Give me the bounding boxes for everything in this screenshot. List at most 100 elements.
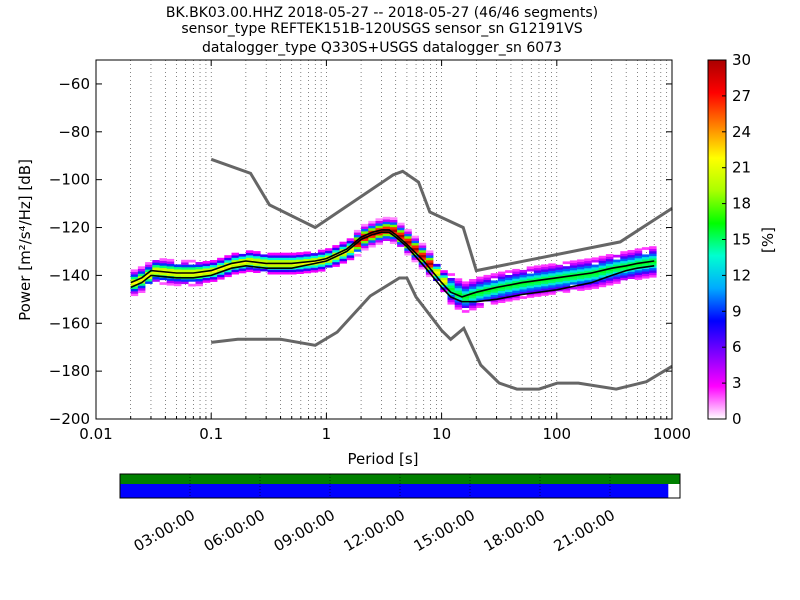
heatmap-cell [281,252,290,256]
heatmap-cell [195,262,203,265]
heatmap-cell [469,291,477,294]
heatmap-cell [274,255,283,258]
heatmap-cell [231,264,239,268]
heatmap-cell [339,244,347,247]
heatmap-cell [274,259,283,263]
heatmap-cell [584,265,592,269]
heatmap-cell [418,254,427,258]
heatmap-cell [411,259,419,263]
heatmap-cell [181,274,189,277]
heatmap-cell [569,270,578,273]
heatmap-cell [461,295,470,299]
heatmap-cell [613,278,621,282]
heatmap-cell [181,264,189,268]
heatmap-cell [490,294,499,298]
heatmap-cell [267,269,275,273]
heatmap-cell [145,274,153,277]
heatmap-cell [533,270,542,273]
heatmap-cell [641,247,650,250]
timeline-tick-label: 15:00:00 [411,506,478,555]
heatmap-cell [310,267,319,271]
heatmap-cell [577,266,585,270]
heatmap-cell [634,258,643,261]
heatmap-cell [447,278,455,281]
heatmap-cell [562,290,571,293]
heatmap-cell [548,275,556,279]
plot-frame [95,59,673,420]
heatmap-cell [476,295,484,299]
heatmap-cell [519,269,527,273]
data-bar [120,484,669,498]
heatmap-cell [317,266,326,270]
heatmap-cell [533,275,542,278]
heatmap-cell [562,287,571,291]
heatmap-cell [130,281,139,285]
heatmap-cell [605,282,614,286]
heatmap-cell [512,292,520,296]
heatmap-cell [605,268,614,272]
heatmap-cell [404,252,412,256]
heatmap-cell [497,278,506,282]
heatmap-cell [519,277,527,280]
heatmap-cell [181,262,189,265]
heatmap-cell [281,271,290,275]
heatmap-cell [526,278,535,282]
heatmap-cell [202,277,211,281]
heatmap-cell [533,286,542,290]
heatmap-cell [404,228,412,232]
heatmap-cell [260,268,268,272]
heatmap-cell [375,237,383,241]
heatmap-cell [346,255,355,258]
heatmap-cell [397,232,405,235]
heatmap-cell [137,266,146,269]
heatmap-cell [224,260,232,263]
heatmap-cell [526,268,535,272]
heatmap-cell [245,250,254,253]
heatmap-cell [591,271,599,275]
heatmap-cell [224,262,232,266]
heatmap-cell [497,290,506,294]
heatmap-cell [649,258,657,261]
heatmap-cell [569,279,578,283]
heatmap-cell [389,236,398,240]
heatmap-cell [490,297,499,300]
heatmap-cell [483,289,491,292]
heatmap-cell [382,216,391,220]
colorbar-tick-label: 9 [732,302,742,320]
heatmap-cell [375,218,383,221]
heatmap-cell [195,269,203,272]
heatmap-cell [317,264,326,267]
heatmap-cell [238,253,247,257]
heatmap-cell [404,250,412,254]
heatmap-cell [641,273,650,277]
heatmap-cell [447,285,455,288]
heatmap-cell [605,280,614,284]
heatmap-cell [303,268,311,271]
y-axis-label: Power [m²/s⁴/Hz] [dB] [16,159,34,321]
heatmap-cell [548,265,556,269]
heatmap-cell [296,264,304,267]
heatmap-cell [555,264,563,268]
heatmap-cell [497,293,506,296]
heatmap-cell [649,246,657,249]
heatmap-cell [130,276,139,280]
heatmap-cell [533,282,542,285]
heatmap-cell [526,283,535,286]
heatmap-cell [476,302,484,306]
heatmap-cell [281,259,290,263]
heatmap-cell [584,270,592,274]
heatmap-cell [289,259,297,263]
heatmap-cell [577,261,585,265]
heatmap-cell [389,238,398,242]
heatmap-cell [598,265,607,268]
heatmap-cell [289,257,297,261]
heatmap-cell [137,268,146,272]
heatmap-cell [541,266,549,270]
heatmap-cell [145,266,153,270]
heatmap-cell [641,275,650,279]
heatmap-cell [296,259,304,263]
heatmap-cell [159,277,167,281]
heatmap-cell [461,281,470,285]
heatmap-cell [598,284,607,288]
heatmap-cell [483,286,491,290]
